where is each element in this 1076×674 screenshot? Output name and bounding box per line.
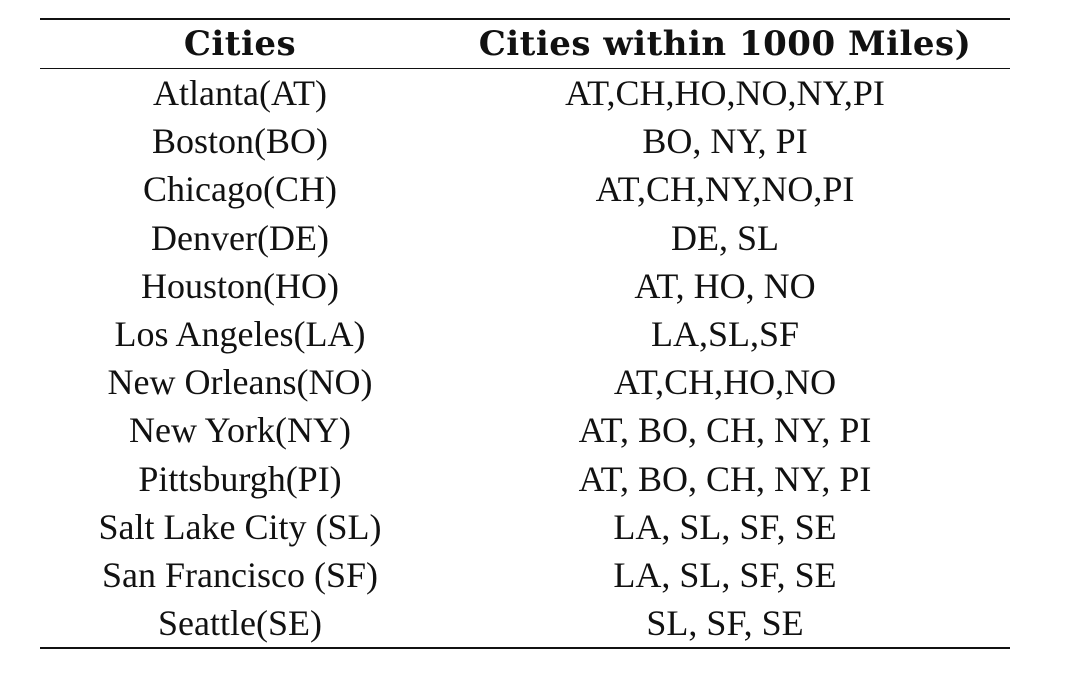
table-row: Seattle(SE) SL, SF, SE	[40, 599, 1010, 649]
table-row: Los Angeles(LA) LA,SL,SF	[40, 310, 1010, 358]
city-cell: Los Angeles(LA)	[114, 314, 366, 355]
nearby-cities-cell: AT, BO, CH, NY, PI	[578, 458, 872, 499]
table-header: Cities Cities within 1000 Miles)	[40, 19, 1010, 69]
city-cell: Pittsburgh(PI)	[138, 458, 342, 499]
nearby-cities-cell: AT, BO, CH, NY, PI	[578, 410, 872, 451]
city-cell: Chicago(CH)	[143, 169, 337, 210]
city-cell: Seattle(SE)	[158, 603, 322, 644]
cities-table: Cities Cities within 1000 Miles) Atlanta…	[40, 18, 1010, 649]
city-cell: New York(NY)	[129, 410, 351, 451]
city-cell: San Francisco (SF)	[102, 554, 378, 595]
table-row: Salt Lake City (SL) LA, SL, SF, SE	[40, 503, 1010, 551]
table-row: Denver(DE) DE, SL	[40, 214, 1010, 262]
city-cell: Atlanta(AT)	[153, 73, 327, 114]
nearby-cities-cell: AT,CH,NY,NO,PI	[595, 169, 855, 210]
nearby-cities-cell: LA, SL, SF, SE	[613, 506, 837, 547]
nearby-cities-cell: LA,SL,SF	[650, 314, 800, 355]
city-cell: Denver(DE)	[151, 217, 329, 258]
header-row: Cities Cities within 1000 Miles)	[40, 19, 1010, 69]
city-cell: New Orleans(NO)	[107, 362, 373, 403]
nearby-cities-cell: BO, NY, PI	[642, 121, 808, 162]
city-cell: Boston(BO)	[151, 121, 328, 162]
city-cell: Houston(HO)	[141, 265, 339, 306]
table-row: New York(NY) AT, BO, CH, NY, PI	[40, 406, 1010, 454]
table-row: Chicago(CH) AT,CH,NY,NO,PI	[40, 165, 1010, 213]
nearby-cities-cell: LA, SL, SF, SE	[613, 554, 837, 595]
nearby-cities-cell: SL, SF, SE	[646, 603, 804, 644]
table-row: San Francisco (SF) LA, SL, SF, SE	[40, 551, 1010, 599]
cities-table-container: Cities Cities within 1000 Miles) Atlanta…	[40, 18, 1010, 649]
header-cities-within-1000-miles: Cities within 1000 Miles)	[478, 24, 972, 64]
header-cities: Cities	[183, 24, 297, 64]
table-body: Atlanta(AT) AT,CH,HO,NO,NY,PI Boston(BO)…	[40, 69, 1010, 649]
table-row: New Orleans(NO) AT,CH,HO,NO	[40, 358, 1010, 406]
nearby-cities-cell: AT,CH,HO,NO	[613, 362, 837, 403]
nearby-cities-cell: AT,CH,HO,NO,NY,PI	[565, 73, 885, 114]
city-cell: Salt Lake City (SL)	[98, 506, 382, 547]
table-row: Atlanta(AT) AT,CH,HO,NO,NY,PI	[40, 69, 1010, 118]
nearby-cities-cell: AT, HO, NO	[634, 265, 816, 306]
table-row: Boston(BO) BO, NY, PI	[40, 117, 1010, 165]
nearby-cities-cell: DE, SL	[671, 217, 779, 258]
table-row: Houston(HO) AT, HO, NO	[40, 262, 1010, 310]
table-row: Pittsburgh(PI) AT, BO, CH, NY, PI	[40, 455, 1010, 503]
